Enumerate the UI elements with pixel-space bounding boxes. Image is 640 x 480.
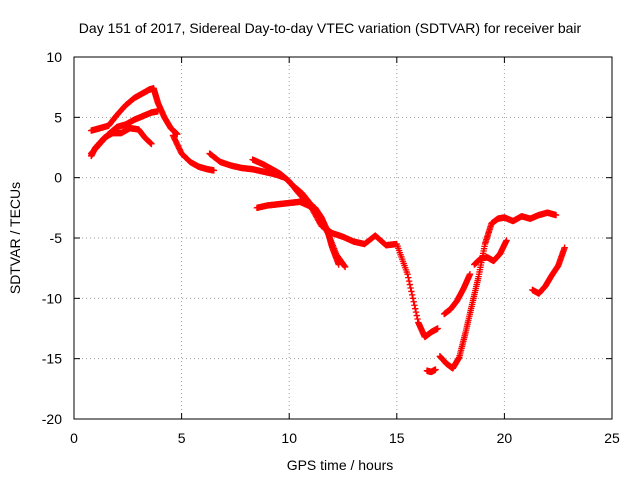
y-tick-label: -5 (50, 230, 63, 246)
chart-title: Day 151 of 2017, Sidereal Day-to-day VTE… (79, 20, 582, 36)
data-point (406, 281, 414, 288)
x-tick-label: 10 (281, 430, 297, 446)
series-track-j (440, 271, 474, 318)
data-point (412, 308, 420, 316)
data-point (335, 261, 342, 268)
series-track-c (88, 108, 162, 157)
y-tick-label: 0 (54, 170, 62, 186)
data-point (434, 325, 441, 332)
data-point (466, 271, 474, 278)
data-point (409, 295, 417, 302)
data-point (210, 167, 218, 174)
plot-border (73, 56, 613, 420)
x-tick-label: 25 (604, 430, 620, 446)
data-point (432, 366, 439, 373)
x-axis-title: GPS time / hours (287, 457, 394, 473)
data-point (410, 298, 417, 305)
y-tick-label: 10 (46, 49, 62, 65)
y-tick-label: -20 (42, 411, 62, 427)
series-track-k (471, 237, 510, 268)
series-track-i (436, 209, 560, 372)
series-track-h (423, 366, 439, 376)
x-tick-label: 0 (70, 430, 78, 446)
data-point (407, 284, 414, 292)
data-point (405, 277, 413, 285)
y-axis-title: SDTVAR / TECUs (7, 182, 23, 294)
data-point (154, 108, 162, 115)
data-point (552, 211, 560, 219)
data-point (414, 315, 421, 323)
data-point (411, 302, 418, 309)
series-track-l (529, 244, 568, 297)
data-points (88, 85, 568, 376)
y-tick-label: 5 (54, 109, 62, 125)
x-tick-label: 15 (389, 430, 405, 446)
data-point (404, 271, 411, 278)
data-point (408, 291, 416, 299)
series-track-g (253, 198, 441, 341)
data-point (405, 274, 412, 281)
data-point (413, 312, 420, 319)
data-point (561, 244, 568, 251)
series-track-d (169, 132, 218, 174)
series-track-a (88, 85, 181, 138)
y-tick-label: -10 (42, 290, 62, 306)
series-track-e (206, 150, 349, 271)
y-tick-label: -15 (42, 351, 62, 367)
x-tick-label: 5 (178, 430, 186, 446)
data-point (148, 140, 155, 148)
data-point (412, 305, 419, 312)
data-point (408, 288, 415, 295)
data-point (174, 131, 181, 138)
data-point (503, 237, 510, 244)
data-point (341, 263, 349, 271)
x-tick-label: 20 (497, 430, 513, 446)
